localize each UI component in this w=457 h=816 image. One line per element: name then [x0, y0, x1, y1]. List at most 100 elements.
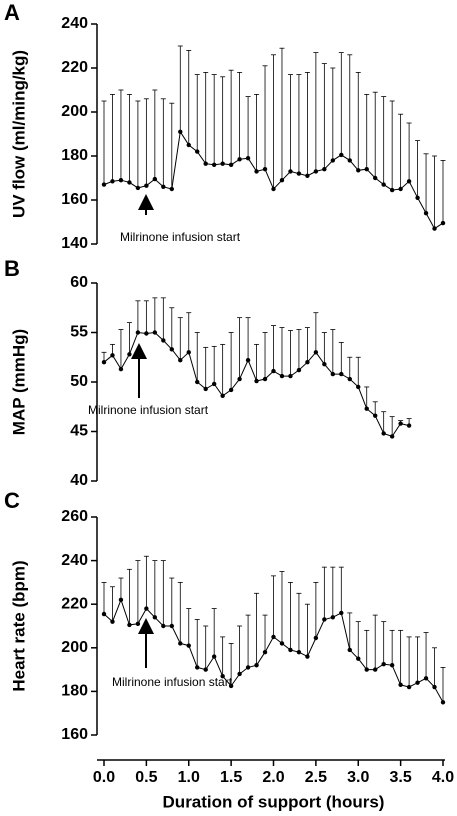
data-point	[339, 610, 344, 616]
data-point	[262, 649, 268, 655]
data-point	[313, 169, 319, 174]
data-point	[228, 162, 234, 167]
data-point	[220, 393, 225, 399]
annotation: Milrinone infusion start	[120, 230, 241, 244]
data-point	[245, 665, 251, 670]
data-point	[220, 161, 225, 166]
data-point	[211, 654, 217, 659]
data-point	[135, 621, 141, 627]
data-point	[228, 387, 234, 393]
data-point	[305, 654, 310, 659]
data-point	[169, 347, 174, 352]
x-tick-label: 0.0	[93, 769, 115, 786]
data-point	[432, 684, 437, 690]
data-point	[398, 421, 403, 426]
data-point	[186, 142, 191, 148]
data-point	[440, 220, 446, 226]
data-point	[339, 371, 344, 377]
data-point	[373, 413, 378, 418]
data-point	[228, 683, 234, 689]
y-tick-label: 180	[61, 683, 88, 700]
data-point	[262, 376, 268, 382]
data-point	[152, 615, 158, 620]
y-tick-label: 160	[61, 191, 88, 208]
data-point	[356, 656, 361, 661]
data-point	[237, 157, 242, 162]
data-point	[406, 684, 412, 690]
x-tick-label: 2.0	[262, 769, 284, 786]
y-tick-label: 140	[61, 235, 88, 252]
data-point	[135, 185, 141, 191]
y-tick-label: 220	[61, 595, 88, 612]
y-tick-label: 240	[61, 552, 88, 569]
data-point	[245, 358, 251, 363]
x-tick-label: 1.5	[220, 769, 242, 786]
data-point	[406, 179, 412, 184]
y-tick-label: 160	[61, 726, 88, 743]
y-tick-label: 180	[61, 147, 88, 164]
data-point	[254, 663, 259, 668]
data-point	[220, 673, 225, 679]
data-point	[330, 371, 336, 377]
x-axis-title: Duration of support (hours)	[163, 792, 385, 811]
data-point	[110, 179, 115, 184]
data-point	[322, 167, 327, 172]
data-point	[296, 171, 302, 176]
data-point	[364, 167, 369, 172]
data-point	[203, 667, 208, 672]
data-point	[373, 667, 378, 672]
y-tick-label: 220	[61, 59, 88, 76]
data-point	[381, 661, 386, 667]
data-point	[195, 379, 200, 385]
y-tick-label: 200	[61, 639, 88, 656]
x-tick-label: 0.5	[135, 769, 157, 786]
data-point	[389, 663, 395, 668]
data-point	[101, 182, 107, 187]
data-point	[364, 406, 369, 411]
y-tick-label: 45	[70, 423, 88, 440]
data-point	[186, 643, 191, 648]
panel-label: C	[4, 488, 20, 513]
data-point	[423, 211, 429, 216]
data-point	[101, 611, 107, 617]
data-point	[186, 350, 191, 355]
data-point	[127, 622, 132, 628]
data-point	[254, 378, 259, 384]
data-point	[313, 350, 319, 355]
y-tick-label: 50	[70, 373, 88, 390]
data-point	[305, 360, 310, 365]
y-tick-label: 200	[61, 103, 88, 120]
data-point	[271, 634, 276, 640]
data-point	[127, 180, 132, 185]
y-axis-title: Heart rate (bpm)	[9, 560, 28, 691]
data-point	[313, 635, 319, 641]
data-point	[432, 226, 437, 231]
data-point	[296, 367, 302, 373]
x-tick-label: 4.0	[432, 769, 454, 786]
data-point	[406, 423, 412, 428]
data-point	[203, 161, 208, 166]
data-point	[178, 358, 183, 363]
data-point	[347, 158, 352, 163]
data-point	[330, 615, 336, 620]
data-point	[389, 434, 395, 439]
data-point	[161, 184, 166, 189]
data-point	[144, 606, 149, 611]
data-point	[118, 178, 124, 183]
data-point	[356, 384, 361, 390]
x-tick-label: 3.0	[347, 769, 369, 786]
y-tick-label: 40	[70, 472, 88, 489]
y-axis-title: UV flow (ml/ming/kg)	[9, 50, 28, 218]
data-point	[195, 665, 200, 670]
data-point	[101, 360, 107, 365]
data-point	[211, 381, 217, 387]
data-point	[178, 641, 183, 646]
data-point	[356, 168, 361, 173]
data-point	[415, 680, 420, 685]
data-point	[271, 368, 276, 374]
data-point	[339, 152, 344, 158]
data-point	[152, 330, 158, 335]
data-point	[237, 376, 242, 382]
